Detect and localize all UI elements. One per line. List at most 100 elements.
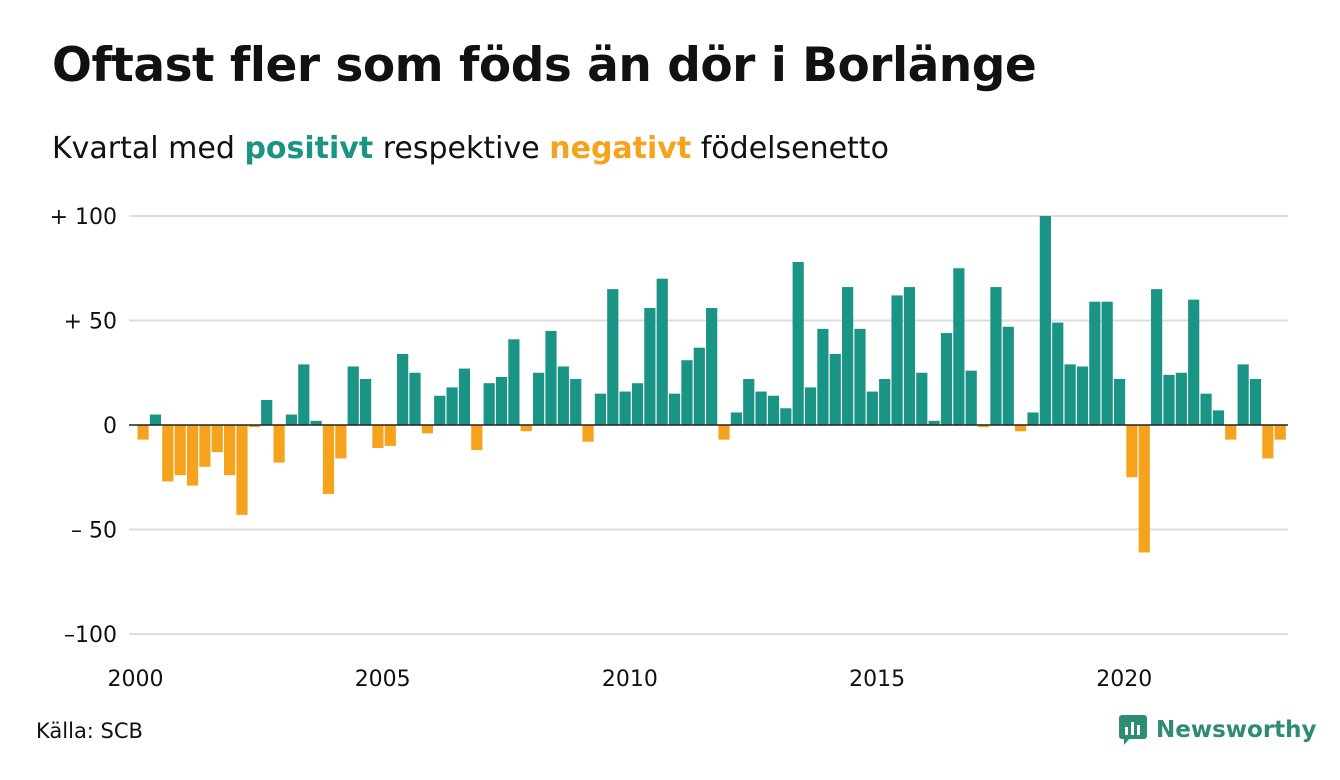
bar — [372, 425, 384, 448]
bar — [1126, 425, 1138, 478]
bar — [495, 376, 508, 425]
bar — [508, 339, 520, 425]
bar — [879, 379, 891, 425]
bar — [1101, 301, 1113, 425]
bar — [545, 330, 557, 425]
y-tick-label: – 50 — [71, 519, 117, 544]
bar — [656, 278, 668, 425]
bar — [965, 370, 977, 425]
bar — [1163, 374, 1175, 425]
bar — [322, 425, 335, 494]
bar — [409, 372, 421, 425]
y-tick-label: + 100 — [50, 205, 117, 230]
bar — [458, 368, 471, 425]
bar — [1212, 410, 1225, 425]
y-tick-label: –100 — [64, 623, 117, 648]
bar — [1249, 379, 1262, 425]
bar — [446, 387, 458, 425]
bar — [557, 366, 569, 425]
chart-title: Oftast fler som föds än dör i Borlänge — [52, 38, 1037, 93]
bar — [1274, 425, 1286, 440]
newsworthy-logo-icon — [1119, 715, 1147, 745]
chart-subtitle: Kvartal med positivt respektive negativt… — [52, 131, 889, 166]
bar — [261, 399, 273, 425]
bar — [1052, 322, 1064, 425]
bar — [582, 425, 594, 442]
bar — [681, 360, 693, 425]
bar — [1027, 412, 1039, 425]
bar — [1262, 425, 1274, 459]
bar — [594, 393, 607, 425]
bar — [644, 307, 656, 425]
bar — [928, 420, 940, 425]
bar — [693, 347, 705, 425]
subtitle-suffix: födelsenetto — [700, 131, 889, 166]
bar — [1064, 364, 1076, 425]
bar — [1138, 425, 1150, 553]
bar — [236, 425, 248, 515]
brand-logo: Newsworthy — [1118, 714, 1317, 746]
x-tick-label: 2010 — [602, 667, 658, 692]
bar — [1225, 425, 1237, 440]
bar — [335, 425, 347, 459]
bar — [421, 425, 433, 434]
bar — [891, 295, 903, 425]
bar — [706, 307, 718, 425]
bar — [570, 379, 582, 425]
bar — [174, 425, 186, 476]
bar — [1237, 364, 1249, 425]
x-tick-label: 2015 — [849, 667, 905, 692]
bar — [211, 425, 223, 453]
bar — [792, 261, 804, 425]
bar — [199, 425, 211, 467]
bar — [668, 393, 681, 425]
bar — [298, 364, 310, 425]
y-tick-label: + 50 — [64, 310, 117, 335]
bar — [347, 366, 359, 425]
bar — [817, 328, 829, 425]
bar — [804, 387, 817, 425]
bar — [829, 353, 841, 425]
bar — [224, 425, 236, 476]
bar — [743, 379, 755, 425]
subtitle-positive: positivt — [244, 131, 374, 166]
bar — [1002, 326, 1014, 425]
bar — [162, 425, 174, 482]
bar — [854, 328, 866, 425]
bar — [149, 414, 162, 425]
bar — [1089, 301, 1101, 425]
bar — [397, 353, 409, 425]
bar — [533, 372, 545, 425]
bar — [248, 425, 260, 428]
bar — [990, 287, 1002, 425]
bar — [384, 425, 396, 446]
x-tick-label: 2005 — [355, 667, 411, 692]
bar — [310, 420, 322, 425]
source-note: Källa: SCB — [36, 719, 143, 743]
bar — [1188, 299, 1200, 425]
bar — [755, 391, 767, 425]
bar — [842, 287, 854, 425]
bar — [916, 372, 928, 425]
bar — [903, 287, 916, 425]
bar — [285, 414, 298, 425]
bar — [137, 425, 149, 440]
bar — [767, 395, 780, 425]
subtitle-prefix: Kvartal med — [52, 131, 235, 166]
bar — [1200, 393, 1212, 425]
bar — [1151, 289, 1163, 425]
bar — [940, 333, 953, 425]
bar — [483, 383, 495, 425]
bar — [718, 425, 730, 440]
bar — [1076, 366, 1089, 425]
bar — [1015, 425, 1027, 432]
bar — [359, 379, 372, 425]
bar — [730, 412, 742, 425]
bar — [866, 391, 878, 425]
y-tick-label: 0 — [103, 414, 117, 439]
subtitle-middle: respektive — [382, 131, 540, 166]
bar — [1113, 379, 1126, 425]
bar — [631, 383, 644, 425]
bar — [607, 289, 619, 425]
